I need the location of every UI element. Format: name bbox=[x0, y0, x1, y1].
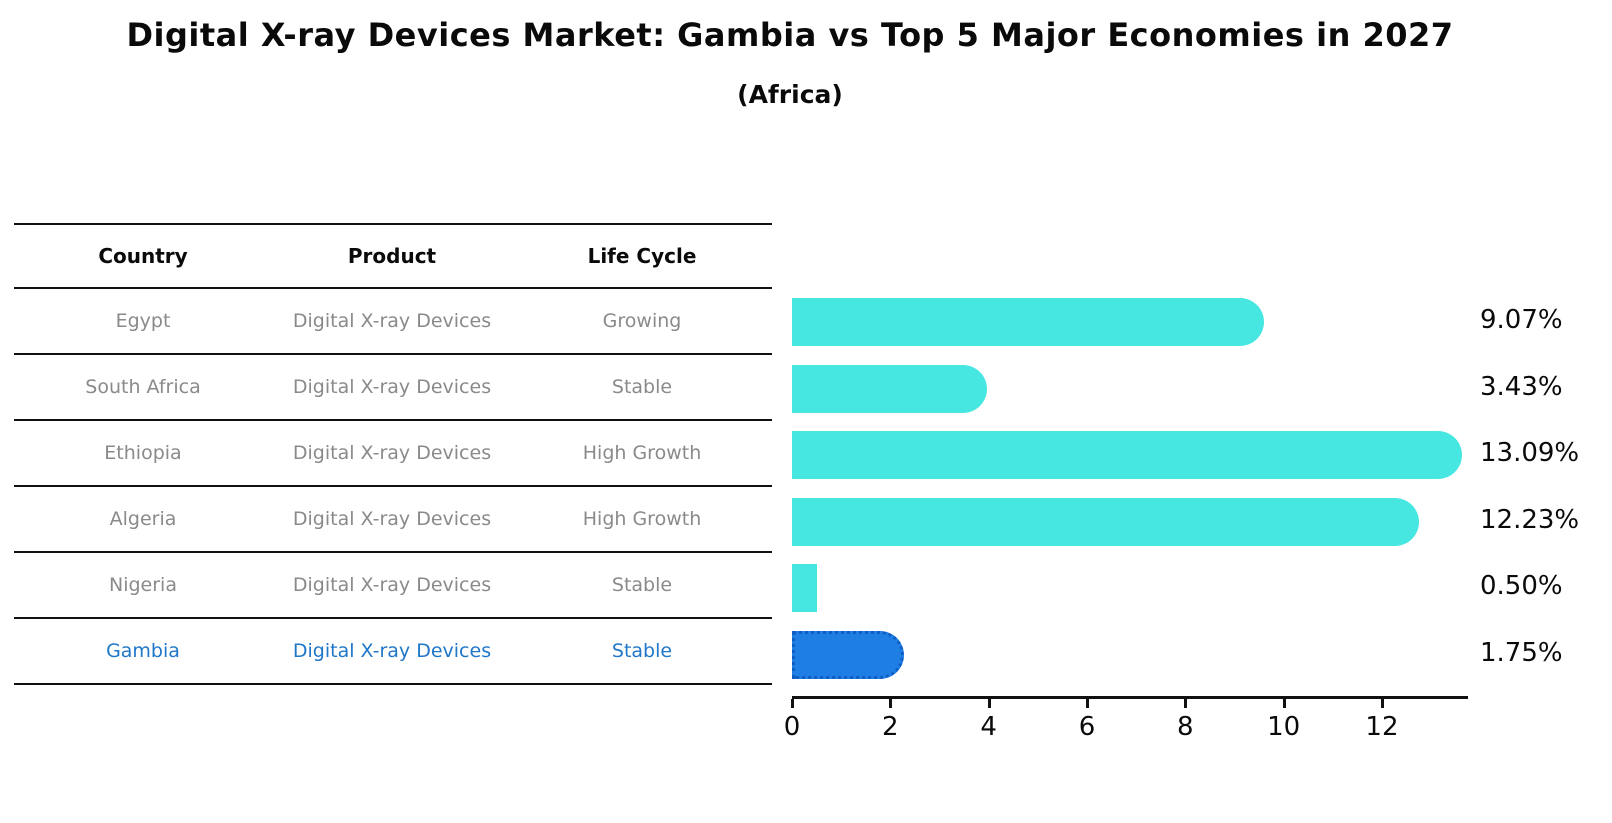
table-cell-country: Nigeria bbox=[109, 574, 177, 596]
table-cell-product: Digital X-ray Devices bbox=[292, 574, 492, 596]
bar-value-label: 13.09% bbox=[1480, 438, 1580, 469]
table-header-country: Country bbox=[98, 244, 188, 268]
x-tick-mark bbox=[889, 699, 893, 708]
table-cell-country: Gambia bbox=[106, 640, 180, 662]
x-axis-line bbox=[792, 696, 1468, 699]
table-cell-life-cycle: High Growth bbox=[582, 508, 702, 530]
x-tick-mark bbox=[1085, 699, 1089, 708]
table-row-ethiopia: Ethiopia Digital X-ray Devices High Growth bbox=[14, 421, 772, 487]
comparison-table: Country Product Life Cycle Egypt Digital … bbox=[14, 223, 772, 685]
table-header-product: Product bbox=[347, 244, 437, 268]
table-cell-country: Ethiopia bbox=[104, 442, 182, 464]
bar-egypt bbox=[792, 298, 1264, 346]
bar-gambia bbox=[792, 631, 905, 679]
table-row-nigeria: Nigeria Digital X-ray Devices Stable bbox=[14, 553, 772, 619]
table-cell-product: Digital X-ray Devices bbox=[292, 376, 492, 398]
table-cell-country: South Africa bbox=[85, 376, 201, 398]
table-cell-country: Algeria bbox=[109, 508, 177, 530]
bar-nigeria bbox=[792, 564, 817, 613]
table-body: Egypt Digital X-ray Devices Growing South A… bbox=[14, 289, 772, 685]
chart-subtitle: (Africa) bbox=[737, 80, 843, 109]
bar-value-label: 0.50% bbox=[1480, 571, 1563, 602]
bar-ethiopia bbox=[792, 431, 1462, 480]
bar-algeria bbox=[792, 497, 1420, 546]
table-row-gambia: Gambia Digital X-ray Devices Stable bbox=[14, 619, 772, 685]
x-tick-label: 10 bbox=[1267, 712, 1301, 742]
table-cell-product: Digital X-ray Devices bbox=[292, 442, 492, 464]
x-tick-mark bbox=[1282, 699, 1286, 708]
table-row-egypt: Egypt Digital X-ray Devices Growing bbox=[14, 289, 772, 355]
table-row-south-africa: South Africa Digital X-ray Devices Stable bbox=[14, 355, 772, 421]
table-cell-life-cycle: Stable bbox=[611, 640, 673, 662]
table-cell-life-cycle: High Growth bbox=[582, 442, 702, 464]
x-tick-mark bbox=[791, 699, 794, 708]
x-tick-label: 0 bbox=[783, 712, 801, 742]
x-tick-label: 12 bbox=[1365, 712, 1399, 742]
table-cell-life-cycle: Stable bbox=[611, 376, 673, 398]
table-cell-life-cycle: Stable bbox=[611, 574, 673, 596]
table-header-row: Country Product Life Cycle bbox=[14, 225, 772, 289]
x-tick-label: 4 bbox=[980, 712, 997, 742]
table-header-life-cycle: Life Cycle bbox=[587, 244, 697, 268]
table-cell-product: Digital X-ray Devices bbox=[292, 310, 492, 332]
x-tick-label: 8 bbox=[1177, 712, 1194, 742]
bar-value-label: 9.07% bbox=[1480, 305, 1563, 335]
bar-south-africa bbox=[792, 364, 987, 413]
bar-value-label: 12.23% bbox=[1480, 504, 1580, 535]
x-tick-mark bbox=[1380, 699, 1384, 708]
x-tick-mark bbox=[1184, 699, 1188, 708]
chart-title: Digital X-ray Devices Market: Gambia vs … bbox=[126, 16, 1454, 54]
table-cell-product: Digital X-ray Devices bbox=[292, 640, 492, 662]
table-cell-country: Egypt bbox=[115, 310, 171, 332]
x-tick-label: 6 bbox=[1078, 712, 1096, 742]
x-tick-label: 2 bbox=[882, 712, 899, 742]
x-tick-mark bbox=[987, 699, 991, 708]
bar-value-label: 3.43% bbox=[1480, 371, 1563, 402]
table-cell-life-cycle: Growing bbox=[602, 310, 682, 332]
table-row-algeria: Algeria Digital X-ray Devices High Growth bbox=[14, 487, 772, 553]
bar-value-label: 1.75% bbox=[1480, 638, 1563, 668]
table-cell-product: Digital X-ray Devices bbox=[292, 508, 492, 530]
